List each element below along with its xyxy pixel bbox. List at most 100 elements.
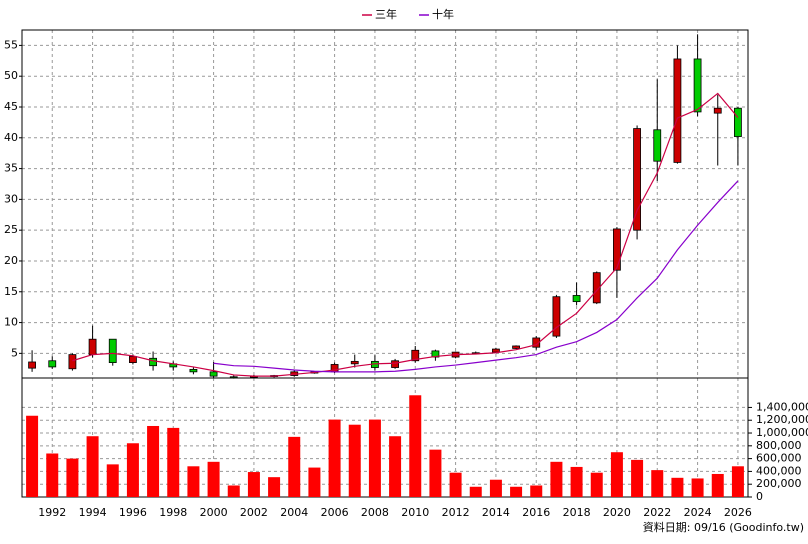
bar xyxy=(328,419,341,497)
bar xyxy=(711,473,724,497)
y-tick-label: 10 xyxy=(4,316,18,329)
candle-body xyxy=(129,356,137,364)
bar xyxy=(429,449,442,497)
bar xyxy=(671,477,684,497)
bar xyxy=(550,461,563,497)
bar xyxy=(167,427,180,497)
candle-body xyxy=(28,361,36,369)
y-tick-label: 0 xyxy=(756,490,763,503)
bar xyxy=(227,485,240,497)
x-tick-label: 1992 xyxy=(38,506,66,519)
y-tick-label: 1,400,000 xyxy=(756,400,808,413)
bar xyxy=(530,485,543,497)
bar xyxy=(106,464,119,497)
x-tick-label: 2008 xyxy=(361,506,389,519)
candle-body xyxy=(189,368,198,373)
candle-body xyxy=(149,357,157,367)
bar xyxy=(489,479,502,497)
x-tick-label: 2018 xyxy=(563,506,591,519)
x-tick-label: 2010 xyxy=(401,506,429,519)
bar xyxy=(368,419,381,497)
y-tick-label: 20 xyxy=(4,254,18,267)
bar xyxy=(590,472,603,497)
y-tick-label: 1,200,000 xyxy=(756,413,808,426)
bar xyxy=(510,486,523,497)
y-tick-label: 400,000 xyxy=(756,464,802,477)
footnote: 資料日期: 09/16 (Goodinfo.tw) xyxy=(643,520,804,534)
candle-body xyxy=(613,228,621,271)
y-tick-label: 35 xyxy=(4,162,18,175)
candle-body xyxy=(48,360,57,368)
bar xyxy=(691,478,704,497)
y-tick-label: 800,000 xyxy=(756,439,802,452)
bar xyxy=(247,472,260,497)
candle-body xyxy=(734,107,742,137)
bar xyxy=(187,466,200,497)
ma-line xyxy=(72,92,739,377)
bar xyxy=(126,443,139,497)
y-tick-label: 5 xyxy=(11,346,18,359)
bar xyxy=(731,466,744,497)
y-tick-label: 200,000 xyxy=(756,477,802,490)
candle-body xyxy=(633,128,641,231)
bar xyxy=(449,472,462,497)
bar xyxy=(308,467,321,497)
bar xyxy=(570,466,583,497)
x-tick-label: 2000 xyxy=(200,506,228,519)
candle-body xyxy=(391,360,399,368)
y-tick-label: 15 xyxy=(4,285,18,298)
bar xyxy=(348,424,361,497)
bar xyxy=(46,453,59,497)
ma-line xyxy=(213,180,739,373)
bar xyxy=(268,477,281,497)
x-tick-label: 1998 xyxy=(159,506,187,519)
y-tick-label: 45 xyxy=(4,100,18,113)
legend-label: 三年 xyxy=(375,7,397,21)
bar xyxy=(207,461,220,497)
candle-body xyxy=(572,295,581,303)
bar xyxy=(389,436,402,497)
x-tick-label: 2006 xyxy=(321,506,349,519)
candle-body xyxy=(88,338,97,355)
candle-body xyxy=(713,107,722,114)
y-tick-label: 600,000 xyxy=(756,452,802,465)
x-tick-label: 1994 xyxy=(79,506,107,519)
x-tick-label: 2026 xyxy=(724,506,752,519)
y-tick-label: 40 xyxy=(4,131,18,144)
bar xyxy=(651,470,664,497)
y-tick-label: 55 xyxy=(4,38,18,51)
candle-body xyxy=(108,338,117,364)
candle-body xyxy=(673,58,682,163)
bar xyxy=(610,452,623,497)
x-tick-label: 2014 xyxy=(482,506,510,519)
bar xyxy=(26,415,39,497)
x-tick-label: 2004 xyxy=(280,506,308,519)
candle-body xyxy=(68,354,77,370)
bar xyxy=(409,395,422,497)
candle-body xyxy=(431,350,440,358)
bar xyxy=(631,459,644,497)
x-tick-label: 2024 xyxy=(684,506,712,519)
bar xyxy=(469,486,482,497)
candle-body xyxy=(492,348,500,353)
candle-body xyxy=(653,129,662,162)
x-tick-label: 2002 xyxy=(240,506,268,519)
legend-label: 十年 xyxy=(432,7,454,21)
y-tick-label: 1,000,000 xyxy=(756,426,808,439)
bar xyxy=(66,458,79,497)
x-tick-label: 1996 xyxy=(119,506,147,519)
x-tick-label: 2020 xyxy=(603,506,631,519)
y-tick-label: 50 xyxy=(4,69,18,82)
x-tick-label: 2016 xyxy=(522,506,550,519)
bar xyxy=(86,436,99,497)
candle-body xyxy=(350,360,359,365)
candle-body xyxy=(512,345,520,349)
candle-body xyxy=(693,58,702,113)
candle-body xyxy=(532,337,541,348)
candle-body xyxy=(592,272,601,304)
bar xyxy=(147,425,160,497)
plot-frame xyxy=(21,377,749,498)
y-tick-label: 30 xyxy=(4,192,18,205)
